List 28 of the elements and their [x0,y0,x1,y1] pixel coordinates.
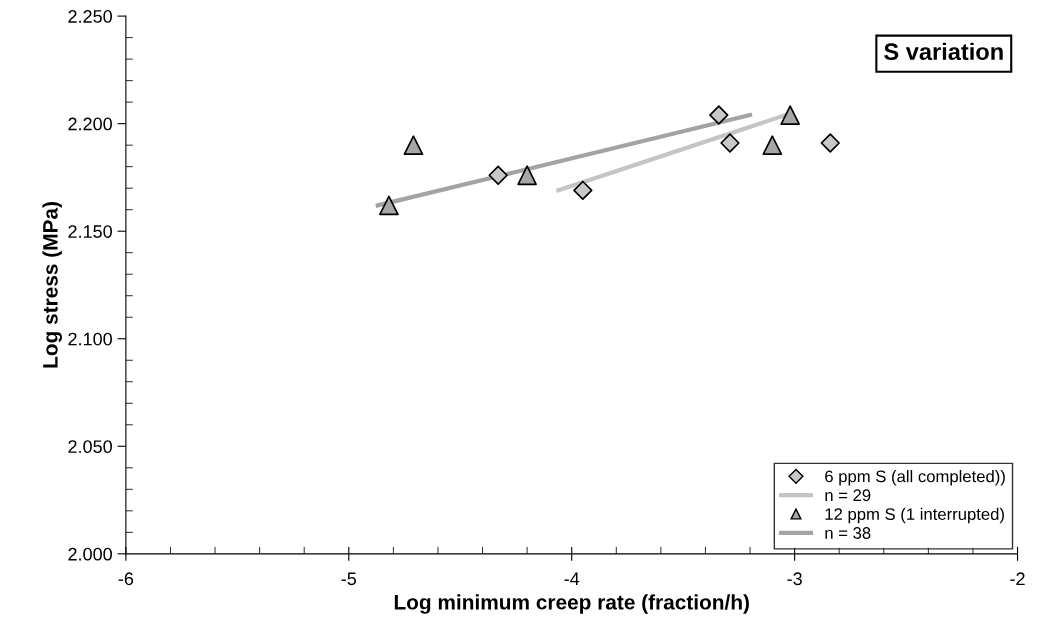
point [720,133,740,153]
point [573,180,593,201]
x-tick-label: -4 [564,572,580,585]
point [762,135,783,156]
x-tick-label: -5 [341,572,357,586]
y-tick-label: 2.000 [68,547,112,561]
annotation: S variation [884,42,1003,61]
point [379,195,399,216]
x-tick-label: -6 [118,572,134,586]
legend-label: n = 29 [825,489,871,502]
legend-label: 6 ppm S (all completed)) [825,470,1005,486]
y-tick-label: 2.100 [68,332,112,346]
point [403,135,424,156]
point [780,105,801,125]
x-axis-title: Log minimum creep rate (fraction/h) [394,594,749,614]
point [709,105,729,125]
point [517,165,537,186]
y-axis-title: Log stress (MPa) [42,202,62,368]
y-tick-label: 2.150 [68,225,112,238]
x-tick-label: -2 [1010,572,1025,585]
point [820,133,840,153]
legend-label: 12 ppm S (1 interrupted) [825,507,1004,524]
y-tick-label: 2.250 [68,10,112,23]
y-tick-label: 2.050 [68,440,112,454]
y-tick-label: 2.200 [68,117,112,131]
point [488,165,508,185]
legend-label: n = 38 [825,527,871,539]
x-tick-label: -3 [787,572,802,586]
